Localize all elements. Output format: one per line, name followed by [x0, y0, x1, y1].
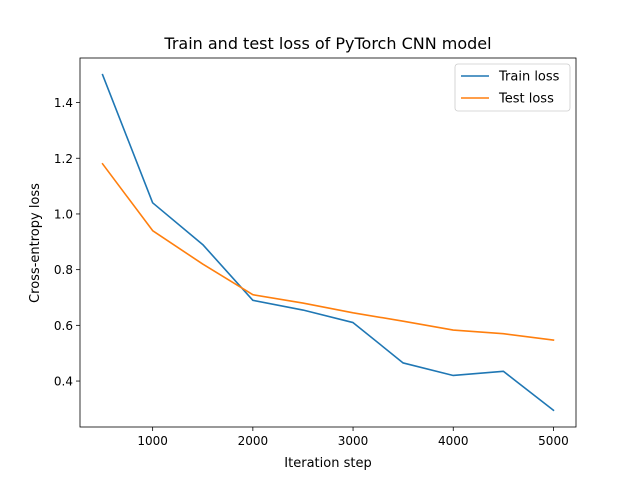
legend-label: Train loss	[498, 70, 560, 85]
chart-title: Train and test loss of PyTorch CNN model	[163, 34, 491, 53]
y-axis-label: Cross-entropy loss	[28, 183, 43, 303]
series-line-train-loss	[101, 73, 555, 412]
x-tick-label: 4000	[438, 434, 469, 448]
y-tick-label: 1.0	[54, 207, 73, 221]
x-tick-label: 1000	[137, 434, 168, 448]
x-tick-label: 5000	[538, 434, 569, 448]
series-line-test-loss	[101, 162, 555, 342]
axes-frame	[79, 57, 577, 428]
y-tick-label: 1.2	[54, 152, 73, 166]
plot-area: 1000 2000 3000 4000 5000 0.4 0.6 0.8 1.0 1.2 1.4	[54, 57, 577, 448]
x-axis-label: Iteration step	[284, 456, 371, 471]
y-tick-label: 0.4	[54, 375, 73, 389]
y-tick-label: 0.8	[54, 263, 73, 277]
legend-label: Test loss	[498, 92, 554, 107]
x-tick-label: 2000	[238, 434, 269, 448]
y-tick-label: 0.6	[54, 319, 73, 333]
x-tick-label: 3000	[338, 434, 369, 448]
y-tick-label: 1.4	[54, 96, 73, 110]
chart-legend: Train loss Test loss	[454, 63, 571, 112]
